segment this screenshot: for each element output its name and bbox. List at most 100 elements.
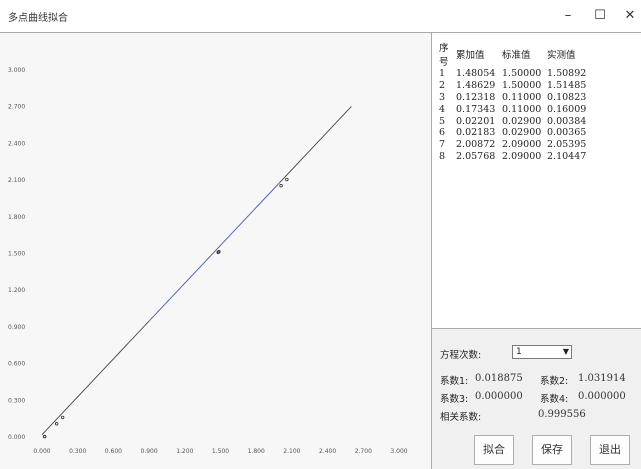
coef4-value: 0.000000: [578, 391, 626, 402]
x-tick-label: 2.700: [355, 448, 372, 455]
fit-button[interactable]: 拟合: [474, 435, 514, 465]
x-tick-label: 0.600: [105, 448, 122, 455]
coef3-label: 系数3:: [440, 394, 469, 405]
fit-chart: 0.000 0.300 0.600 0.900 1.200 1.500 1.800 2.100…: [8, 67, 408, 455]
table-row: 6 0.02183 0.02900 0.00365: [439, 127, 597, 139]
data-point: [54, 422, 59, 426]
table-cell: 8: [439, 150, 446, 162]
y-tick-label: 2.100: [8, 177, 25, 184]
table-cell: 2.09000: [502, 150, 542, 162]
order-select[interactable]: 1 ▼: [512, 345, 572, 359]
x-tick-label: 0.300: [69, 448, 86, 455]
y-tick-label: 2.700: [8, 104, 25, 111]
y-tick-label: 1.800: [8, 214, 25, 221]
table-cell: 2.09000: [502, 139, 542, 151]
x-tick-label: 1.800: [248, 448, 265, 455]
table-cell: 3: [439, 91, 446, 103]
table-cell: 0.12318: [456, 91, 496, 103]
right-panel: 序号 累加值 标准值 实测值 1 1.48054 1.50000 1.50892 2 1.…: [432, 32, 641, 468]
table-header-row: 序号 累加值 标准值 实测值: [439, 40, 597, 68]
minimize-icon[interactable]: –: [564, 8, 572, 23]
x-tick-label: 3.000: [390, 448, 407, 455]
table-cell: 6: [439, 127, 446, 139]
data-point: [60, 415, 65, 420]
data-table-area: 序号 累加值 标准值 实测值 1 1.48054 1.50000 1.50892 2 1.…: [432, 32, 641, 329]
y-tick-label: 1.200: [8, 287, 25, 294]
table-cell: 0.02201: [456, 115, 496, 127]
table-cell: 1.48054: [456, 68, 496, 80]
table-row: 1 1.48054 1.50000 1.50892: [439, 68, 597, 80]
table-cell: 2.00872: [456, 139, 496, 151]
data-point: [217, 249, 221, 254]
header-measured: 实测值: [547, 50, 576, 61]
table-cell: 2.05768: [456, 150, 496, 162]
table-cell: 2: [439, 80, 446, 92]
data-point: [285, 177, 289, 182]
chevron-down-icon[interactable]: ▼: [562, 347, 569, 356]
y-tick-label: 2.400: [8, 140, 25, 147]
coef3-value: 0.000000: [475, 391, 523, 402]
table-row: 7 2.00872 2.09000 2.05395: [439, 139, 597, 151]
table-cell: 2.05395: [547, 139, 587, 151]
coef1-label: 系数1:: [440, 376, 469, 387]
table-cell: 1.51485: [547, 80, 587, 92]
table-cell: 0.10823: [547, 91, 587, 103]
title-bar: 多点曲线拟合 – ☐ ✕: [0, 0, 641, 32]
table-cell: 0.16009: [547, 103, 587, 115]
table-row: 3 0.12318 0.11000 0.10823: [439, 92, 597, 104]
correlation-value: 0.999556: [538, 409, 586, 420]
table-cell: 0.11000: [502, 91, 542, 103]
table-cell: 0.02183: [456, 127, 496, 139]
table-row: 8 2.05768 2.09000 2.10447: [439, 151, 597, 163]
order-label: 方程次数:: [440, 350, 482, 361]
plot-panel: 0.000 0.300 0.600 0.900 1.200 1.500 1.800 2.100…: [0, 32, 432, 469]
save-button[interactable]: 保存: [532, 435, 572, 465]
table-cell: 1.48629: [456, 80, 496, 92]
y-tick-label: 0.300: [8, 397, 25, 404]
table-cell: 0.02900: [502, 115, 542, 127]
exit-button[interactable]: 退出: [590, 435, 630, 465]
close-icon[interactable]: ✕: [624, 8, 636, 23]
table-cell: 0.00384: [547, 115, 587, 127]
table-cell: 7: [439, 139, 446, 151]
table-cell: 1.50000: [502, 80, 542, 92]
coef4-label: 系数4:: [540, 394, 569, 405]
table-cell: 4: [439, 103, 446, 115]
fit-line-highlight: [148, 182, 281, 322]
table-row: 5 0.02201 0.02900 0.00384: [439, 115, 597, 127]
table-row: 2 1.48629 1.50000 1.51485: [439, 80, 597, 92]
coef2-value: 1.031914: [578, 373, 626, 384]
window-title: 多点曲线拟合: [8, 13, 68, 24]
table-cell: 0.17343: [456, 103, 496, 115]
table-cell: 0.00365: [547, 127, 587, 139]
x-tick-label: 2.400: [319, 448, 336, 455]
correlation-label: 相关系数:: [440, 412, 482, 423]
y-tick-label: 0.000: [8, 434, 25, 441]
data-table: 序号 累加值 标准值 实测值 1 1.48054 1.50000 1.50892 2 1.…: [439, 40, 597, 162]
x-tick-label: 1.200: [176, 448, 193, 455]
y-tick-label: 1.500: [8, 251, 25, 258]
y-tick-label: 3.000: [8, 67, 25, 74]
table-cell: 2.10447: [547, 150, 587, 162]
data-point: [42, 434, 47, 439]
x-tick-label: 0.900: [141, 448, 158, 455]
data-point: [216, 250, 220, 255]
maximize-icon[interactable]: ☐: [594, 8, 606, 23]
coef1-value: 0.018875: [475, 373, 523, 384]
order-value: 1: [516, 347, 522, 357]
table-row: 4 0.17343 0.11000 0.16009: [439, 103, 597, 115]
table-cell: 0.02900: [502, 127, 542, 139]
coef2-label: 系数2:: [540, 376, 569, 387]
header-index: 序号: [439, 43, 449, 68]
table-cell: 1.50892: [547, 68, 587, 80]
x-tick-label: 0.000: [33, 448, 50, 455]
header-accumulated: 累加值: [456, 50, 485, 61]
y-tick-label: 0.900: [8, 324, 25, 331]
table-cell: 1: [439, 68, 446, 80]
x-tick-label: 1.500: [212, 448, 229, 455]
header-standard: 标准值: [502, 50, 531, 61]
x-tick-label: 2.100: [283, 448, 300, 455]
table-cell: 1.50000: [502, 68, 542, 80]
data-point: [279, 184, 283, 188]
table-cell: 0.11000: [502, 103, 542, 115]
